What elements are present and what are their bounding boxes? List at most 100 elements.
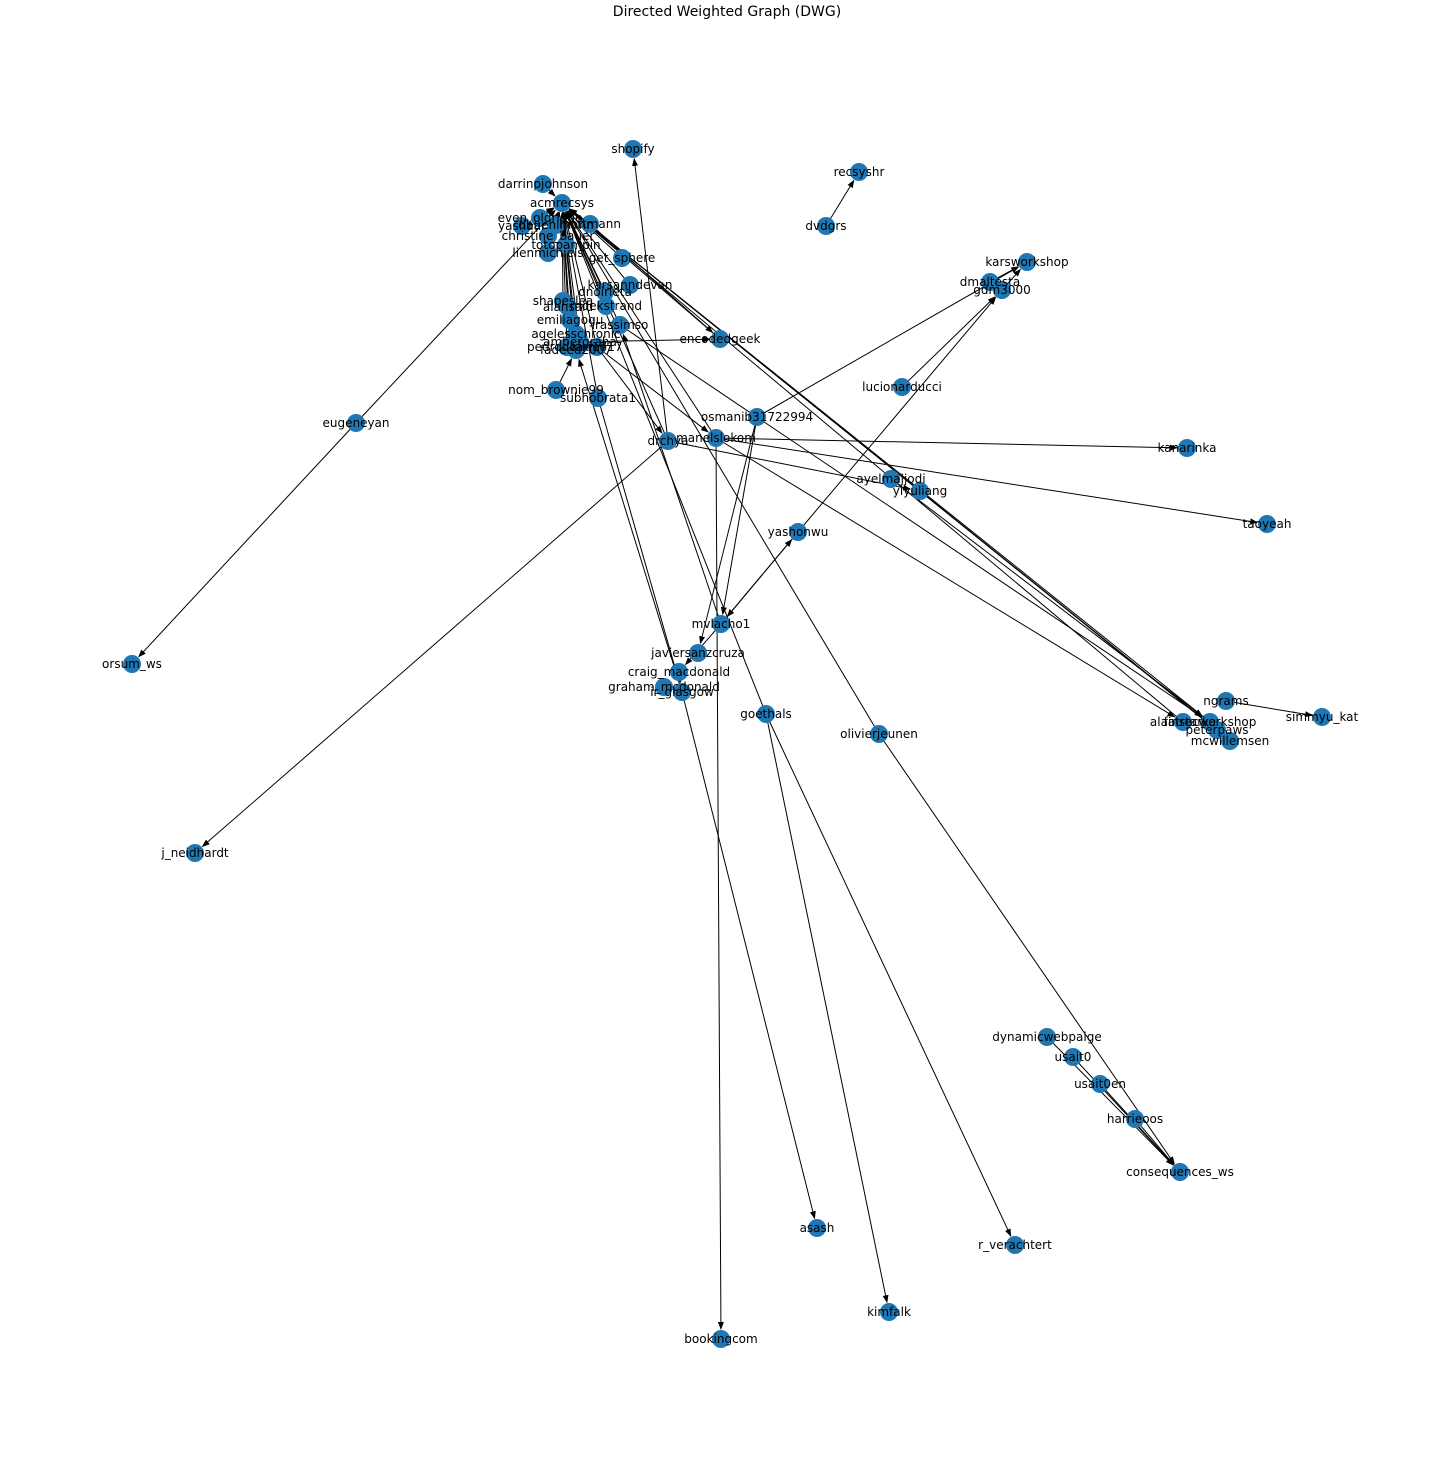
node-label-yashonwu: yashonwu (768, 525, 829, 539)
node-usait0[interactable] (1064, 1048, 1082, 1066)
node-ngrams[interactable] (1217, 692, 1235, 710)
node-label-dbuehlmann: dbuehlmann (518, 218, 593, 232)
node-dnoirleta[interactable] (596, 283, 614, 301)
node-label-lucionarducci: lucionarducci (862, 380, 942, 394)
node-irassimso[interactable] (611, 316, 629, 334)
edge-ngrams-to-simmyu_kat (1225, 700, 1314, 718)
node-label-mdekstrand: mdekstrand (570, 299, 642, 313)
node-label-irassimso: irassimso (592, 318, 649, 332)
node-taoyeah[interactable] (1258, 515, 1276, 533)
edge-manelslokom-to-bookingcom (715, 437, 724, 1331)
node-label-dmaltesta: dmaltesta (960, 275, 1020, 289)
node-usait0en[interactable] (1091, 1075, 1109, 1093)
edge-lucionarducci-to-gdm3000 (901, 296, 996, 388)
node-label-osmanib31722994: osmanib31722994 (701, 410, 813, 424)
node-emiliagogu[interactable] (561, 311, 579, 329)
node-consequences_ws[interactable] (1171, 1163, 1189, 1181)
node-eugeneyan[interactable] (347, 414, 365, 432)
node-manelslokom[interactable] (707, 429, 725, 447)
node-label-j_neidhardt: j_neidhardt (160, 846, 229, 860)
node-goethals[interactable] (757, 705, 775, 723)
node-mvlacho1[interactable] (712, 615, 730, 633)
node-recsyshr[interactable] (850, 163, 868, 181)
node-osmanib31722994[interactable] (748, 408, 766, 426)
node-ayelmajjodi[interactable] (882, 470, 900, 488)
edge-kiki1717-to-acmrecsys (563, 211, 598, 348)
node-kimfalk[interactable] (880, 1303, 898, 1321)
node-label-r_verachtert: r_verachtert (978, 1238, 1052, 1252)
node-label-mvlacho1: mvlacho1 (692, 617, 751, 631)
graph-title: Directed Weighted Graph (DWG) (612, 4, 842, 20)
node-alainstarke[interactable] (1174, 713, 1192, 731)
node-label-mcwillemsen: mcwillemsen (1191, 734, 1269, 748)
node-label-bookingcom: bookingcom (684, 1332, 757, 1346)
node-label-alainstarke: alainstarke (1150, 715, 1216, 729)
node-simmyu_kat[interactable] (1313, 708, 1331, 726)
node-drchya[interactable] (659, 432, 677, 450)
node-craig_macdonald[interactable] (670, 663, 688, 681)
node-karsanndevan[interactable] (621, 276, 639, 294)
edge-olivierjeunen-to-acmrecsys (566, 210, 880, 735)
node-fadeed2007[interactable] (567, 341, 585, 359)
node-label-kanarinka: kanarinka (1157, 441, 1216, 455)
node-dynamicwebpaige[interactable] (1038, 1028, 1056, 1046)
node-mdekstrand[interactable] (597, 297, 615, 315)
node-gdm3000[interactable] (993, 281, 1011, 299)
node-mcwillemsen[interactable] (1221, 732, 1239, 750)
node-christine_bauer[interactable] (539, 227, 557, 245)
node-yashaar[interactable] (513, 217, 531, 235)
edge-olivierjeunen-to-consequences_ws (878, 733, 1175, 1165)
node-yiyuliang[interactable] (911, 482, 929, 500)
edge-karsanndevan-to-acmrecsys (567, 209, 631, 286)
node-dvdgrs[interactable] (817, 217, 835, 235)
node-yashonwu[interactable] (789, 523, 807, 541)
node-peterpaws[interactable] (1208, 721, 1226, 739)
node-label-fadeed2007: fadeed2007 (540, 343, 612, 357)
edge-drchya-to-j_neidhardt (201, 440, 669, 848)
node-olivierjeunen[interactable] (870, 725, 888, 743)
node-shopify[interactable] (624, 140, 642, 158)
node-label-dvdgrs: dvdgrs (805, 219, 846, 233)
node-encodedgeek[interactable] (711, 330, 729, 348)
node-get_sphere[interactable] (613, 249, 631, 267)
node-j_neidhardt[interactable] (186, 844, 204, 862)
node-label-fatrecworkshop: fatrecworkshop (1164, 715, 1257, 729)
node-karsworkshop[interactable] (1018, 253, 1036, 271)
node-label-get_sphere: get_sphere (589, 251, 656, 265)
node-label-usait0: usait0 (1055, 1050, 1092, 1064)
node-nom_brownie99[interactable] (547, 381, 565, 399)
node-subhobrata1[interactable] (589, 389, 607, 407)
node-label-karsanndevan: karsanndevan (588, 278, 673, 292)
node-totopampin[interactable] (557, 236, 575, 254)
node-lhottmann[interactable] (581, 215, 599, 233)
edge-manelslokom-to-acmrecsys (566, 210, 717, 439)
node-label-acmrecsys: acmrecsys (530, 196, 594, 210)
edge-kiki1717-to-manelslokom (596, 346, 709, 433)
node-shapeslea[interactable] (554, 292, 572, 310)
node-ir_glasgow[interactable] (673, 683, 691, 701)
node-javiersanzcruza[interactable] (689, 644, 707, 662)
node-lucionarducci[interactable] (893, 378, 911, 396)
node-kanarinka[interactable] (1178, 439, 1196, 457)
node-label-craig_macdonald: craig_macdonald (628, 665, 730, 679)
node-lienmichiels[interactable] (539, 244, 557, 262)
node-label-ayelmajjodi: ayelmajjodi (856, 472, 925, 486)
edge-osmanib31722994-to-karsworkshop (756, 266, 1020, 418)
node-r_verachtert[interactable] (1006, 1236, 1024, 1254)
node-label-totopampin: totopampin (531, 238, 600, 252)
node-harrieoos[interactable] (1126, 1110, 1144, 1128)
node-kiki1717[interactable] (588, 338, 606, 356)
edge-ir_glasgow-to-asash (681, 691, 816, 1220)
node-label-lienmichiels: lienmichiels (512, 246, 583, 260)
edge-manelslokom-to-taoyeah (715, 437, 1259, 525)
node-graham_mcdonald[interactable] (655, 678, 673, 696)
node-bookingcom[interactable] (712, 1330, 730, 1348)
edge-eugeneyan-to-orsum_ws (138, 422, 357, 658)
node-orsum_ws[interactable] (123, 655, 141, 673)
node-acmrecsys[interactable] (553, 194, 571, 212)
node-even_oldridge[interactable] (531, 209, 549, 227)
edge-harrieoos-to-consequences_ws (1134, 1118, 1175, 1166)
node-darrinpjohnson[interactable] (534, 175, 552, 193)
node-asash[interactable] (808, 1219, 826, 1237)
